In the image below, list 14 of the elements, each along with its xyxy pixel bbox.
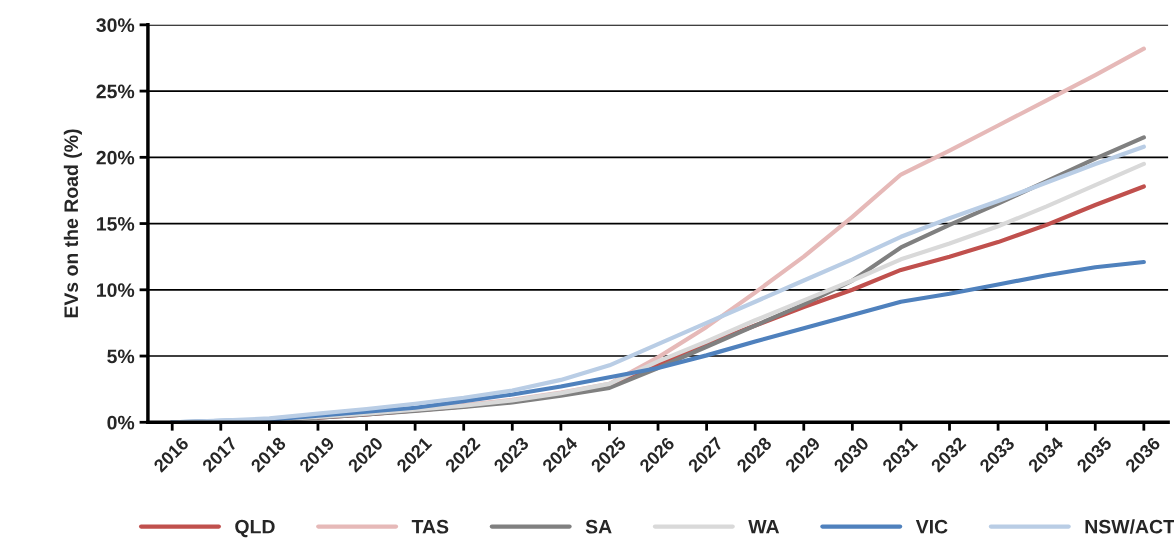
legend-label: WA: [748, 519, 780, 534]
y-tick-label: 25%: [96, 84, 135, 99]
legend-label: QLD: [235, 519, 275, 538]
y-tick-label: 10%: [97, 283, 135, 298]
y-tick-label: 30%: [96, 18, 135, 33]
y-tick-label: 5%: [107, 349, 135, 364]
legend-label: NSW/ACT: [1085, 519, 1174, 534]
y-tick-label: 15%: [97, 217, 135, 231]
y-axis-title: EVs on the Road (%): [63, 129, 82, 318]
y-tick-label: 20%: [96, 150, 135, 165]
legend-label: SA: [585, 519, 612, 534]
legend-label: TAS: [411, 519, 449, 534]
legend-label: VIC: [915, 519, 948, 534]
y-tick-label: 0%: [107, 415, 135, 430]
